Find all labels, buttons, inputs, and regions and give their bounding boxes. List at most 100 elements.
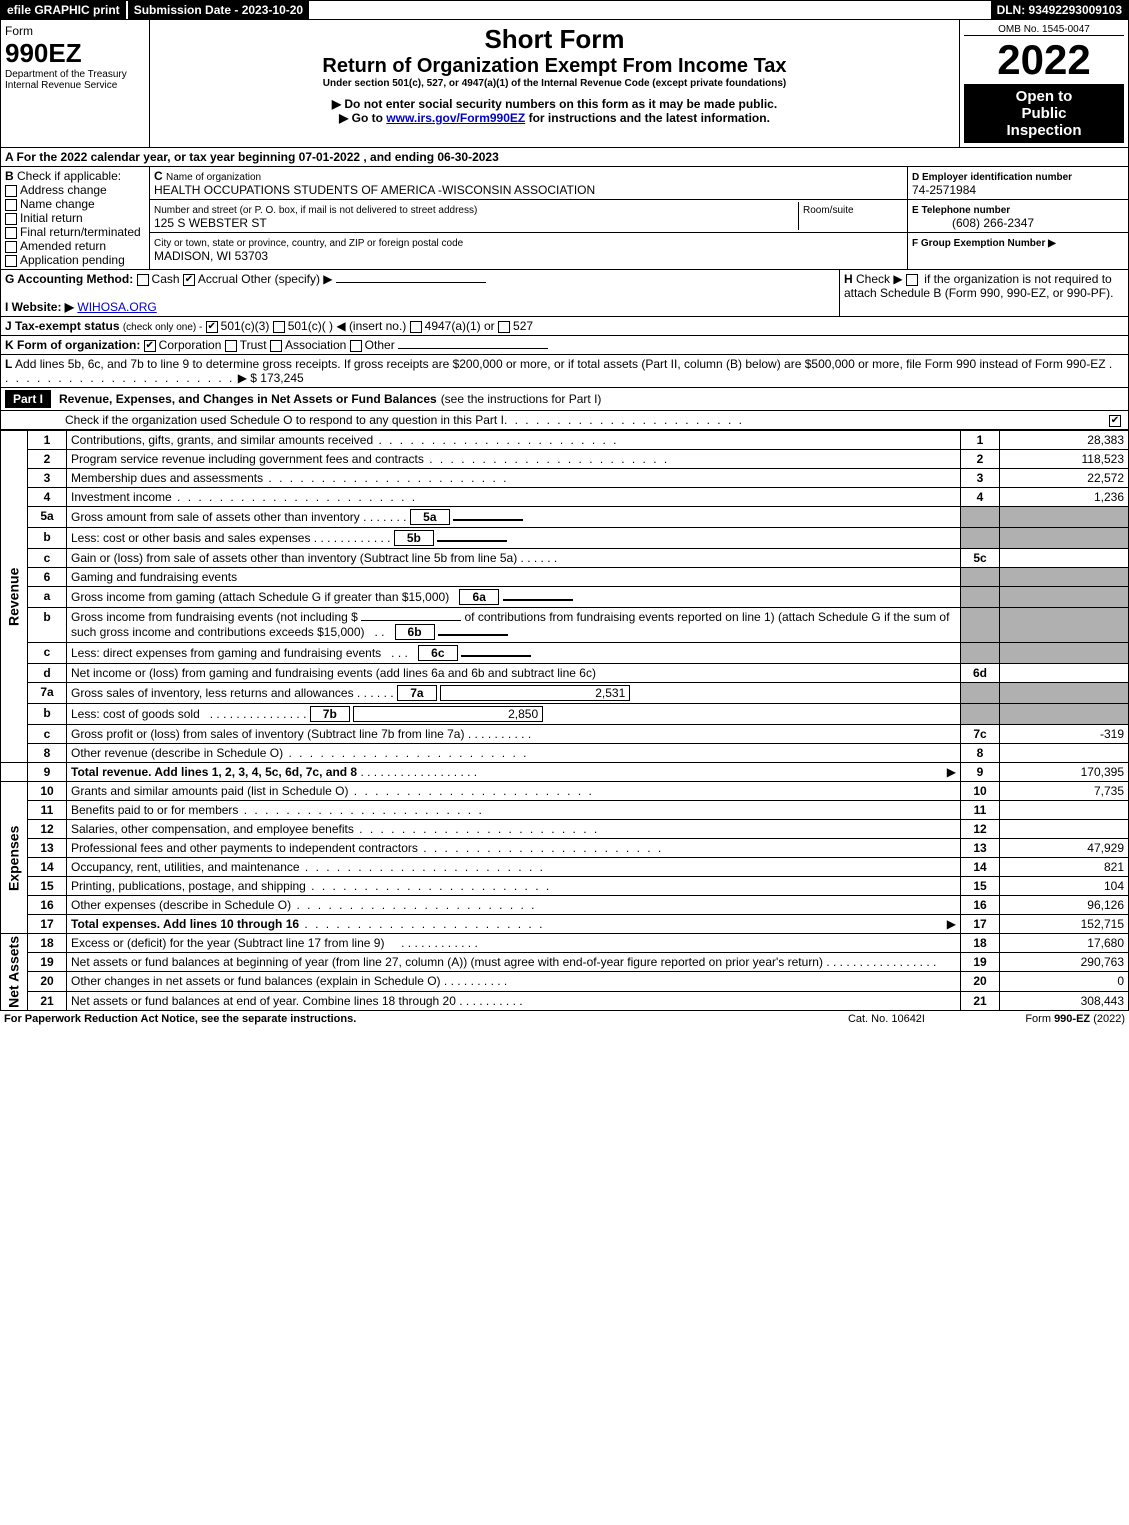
main-title: Return of Organization Exempt From Incom… <box>154 55 955 78</box>
checkbox-4947[interactable] <box>410 321 422 333</box>
checkbox-name-change[interactable] <box>5 199 17 211</box>
trust-label: Trust <box>240 338 267 352</box>
line20-num: 20 <box>28 972 67 991</box>
checkbox-accrual[interactable] <box>183 274 195 286</box>
line7a-grey-rn <box>961 683 1000 704</box>
checkbox-501c3[interactable] <box>206 321 218 333</box>
line7a-text: Gross sales of inventory, less returns a… <box>67 683 961 704</box>
line2-text: Program service revenue including govern… <box>67 450 961 469</box>
line6a-num: a <box>28 587 67 608</box>
line14-num: 14 <box>28 858 67 877</box>
opt-initial-return: Initial return <box>20 211 83 225</box>
line13-text: Professional fees and other payments to … <box>67 839 961 858</box>
footer-right-post: (2022) <box>1090 1013 1125 1025</box>
checkbox-amended-return[interactable] <box>5 241 17 253</box>
line17-arrow: ▶ <box>947 917 956 931</box>
line20-text: Other changes in net assets or fund bala… <box>67 972 961 991</box>
section-j-note: (check only one) - <box>123 322 202 333</box>
line9-text: Total revenue. Add lines 1, 2, 3, 4, 5c,… <box>67 763 961 782</box>
line-11: 11 Benefits paid to or for members 11 <box>1 801 1129 820</box>
checkbox-527[interactable] <box>498 321 510 333</box>
line21-rn: 21 <box>961 991 1000 1010</box>
checkbox-cash[interactable] <box>137 274 149 286</box>
line-10: Expenses 10 Grants and similar amounts p… <box>1 782 1129 801</box>
irs-label: Internal Revenue Service <box>5 80 145 91</box>
part1-check-row: Check if the organization used Schedule … <box>0 411 1129 430</box>
line-16: 16 Other expenses (describe in Schedule … <box>1 896 1129 915</box>
open-line2: Public <box>968 105 1120 122</box>
line9-num: 9 <box>28 763 67 782</box>
sections-bcdef: B Check if applicable: Address change Na… <box>0 167 1129 270</box>
checkbox-trust[interactable] <box>225 340 237 352</box>
section-h-label: H <box>844 272 853 286</box>
checkbox-part1-schedule-o[interactable] <box>1109 415 1121 427</box>
line7c-amount: -319 <box>1000 725 1129 744</box>
street-label: Number and street (or P. O. box, if mail… <box>154 205 477 216</box>
checkbox-address-change[interactable] <box>5 185 17 197</box>
line7a-num: 7a <box>28 683 67 704</box>
line-1: Revenue 1 Contributions, gifts, grants, … <box>1 431 1129 450</box>
line6d-amount <box>1000 664 1129 683</box>
checkbox-final-return[interactable] <box>5 227 17 239</box>
irs-link[interactable]: www.irs.gov/Form990EZ <box>386 111 525 125</box>
dept-label: Department of the Treasury <box>5 69 145 80</box>
checkbox-other-org[interactable] <box>350 340 362 352</box>
line2-rn: 2 <box>961 450 1000 469</box>
opt-name-change: Name change <box>20 197 95 211</box>
checkbox-application-pending[interactable] <box>5 255 17 267</box>
line-21: 21 Net assets or fund balances at end of… <box>1 991 1129 1010</box>
city-label: City or town, state or province, country… <box>154 238 463 249</box>
checkbox-initial-return[interactable] <box>5 213 17 225</box>
efile-print-label[interactable]: efile GRAPHIC print <box>1 1 126 19</box>
footer-right-bold: 990-EZ <box>1054 1013 1090 1025</box>
line6-num: 6 <box>28 568 67 587</box>
line5c-amount <box>1000 549 1129 568</box>
section-a: A For the 2022 calendar year, or tax yea… <box>0 148 1129 167</box>
line15-num: 15 <box>28 877 67 896</box>
line-19: 19 Net assets or fund balances at beginn… <box>1 953 1129 972</box>
city-value: MADISON, WI 53703 <box>154 249 268 263</box>
line-5b: b Less: cost or other basis and sales ex… <box>1 528 1129 549</box>
line21-amount: 308,443 <box>1000 991 1129 1010</box>
accrual-label: Accrual <box>198 272 238 286</box>
line-20: 20 Other changes in net assets or fund b… <box>1 972 1129 991</box>
line2-amount: 118,523 <box>1000 450 1129 469</box>
footer-right: Form 990-EZ (2022) <box>925 1013 1125 1025</box>
line-3: 3 Membership dues and assessments 3 22,5… <box>1 469 1129 488</box>
tax-year: 2022 <box>964 36 1124 84</box>
website-link[interactable]: WIHOSA.ORG <box>77 300 156 314</box>
part1-header-row: Part I Revenue, Expenses, and Changes in… <box>0 388 1129 411</box>
line1-rn: 1 <box>961 431 1000 450</box>
line7a-sn: 7a <box>397 685 437 701</box>
checkbox-501c[interactable] <box>273 321 285 333</box>
line6c-text: Less: direct expenses from gaming and fu… <box>67 643 961 664</box>
line21-num: 21 <box>28 991 67 1010</box>
checkbox-h[interactable] <box>906 274 918 286</box>
section-j: J Tax-exempt status (check only one) - 5… <box>0 317 1129 336</box>
line6-grey-amt <box>1000 568 1129 587</box>
checkbox-association[interactable] <box>270 340 282 352</box>
line5b-num: b <box>28 528 67 549</box>
line6a-sv <box>503 599 573 601</box>
line16-text: Other expenses (describe in Schedule O) <box>67 896 961 915</box>
line9-arrow: ▶ <box>947 765 956 779</box>
line8-num: 8 <box>28 744 67 763</box>
checkbox-corporation[interactable] <box>144 340 156 352</box>
line18-rn: 18 <box>961 934 1000 953</box>
line20-amount: 0 <box>1000 972 1129 991</box>
line19-rn: 19 <box>961 953 1000 972</box>
line7b-num: b <box>28 704 67 725</box>
revenue-vert-label: Revenue <box>1 431 28 763</box>
section-l: L Add lines 5b, 6c, and 7b to line 9 to … <box>0 355 1129 388</box>
line10-num: 10 <box>28 782 67 801</box>
line7c-rn: 7c <box>961 725 1000 744</box>
line-15: 15 Printing, publications, postage, and … <box>1 877 1129 896</box>
line-9: 9 Total revenue. Add lines 1, 2, 3, 4, 5… <box>1 763 1129 782</box>
line12-num: 12 <box>28 820 67 839</box>
line16-num: 16 <box>28 896 67 915</box>
line11-rn: 11 <box>961 801 1000 820</box>
line5b-text: Less: cost or other basis and sales expe… <box>67 528 961 549</box>
line6b-sv <box>438 634 508 636</box>
line6b-sn: 6b <box>395 624 435 640</box>
org-name: HEALTH OCCUPATIONS STUDENTS OF AMERICA -… <box>154 183 595 197</box>
